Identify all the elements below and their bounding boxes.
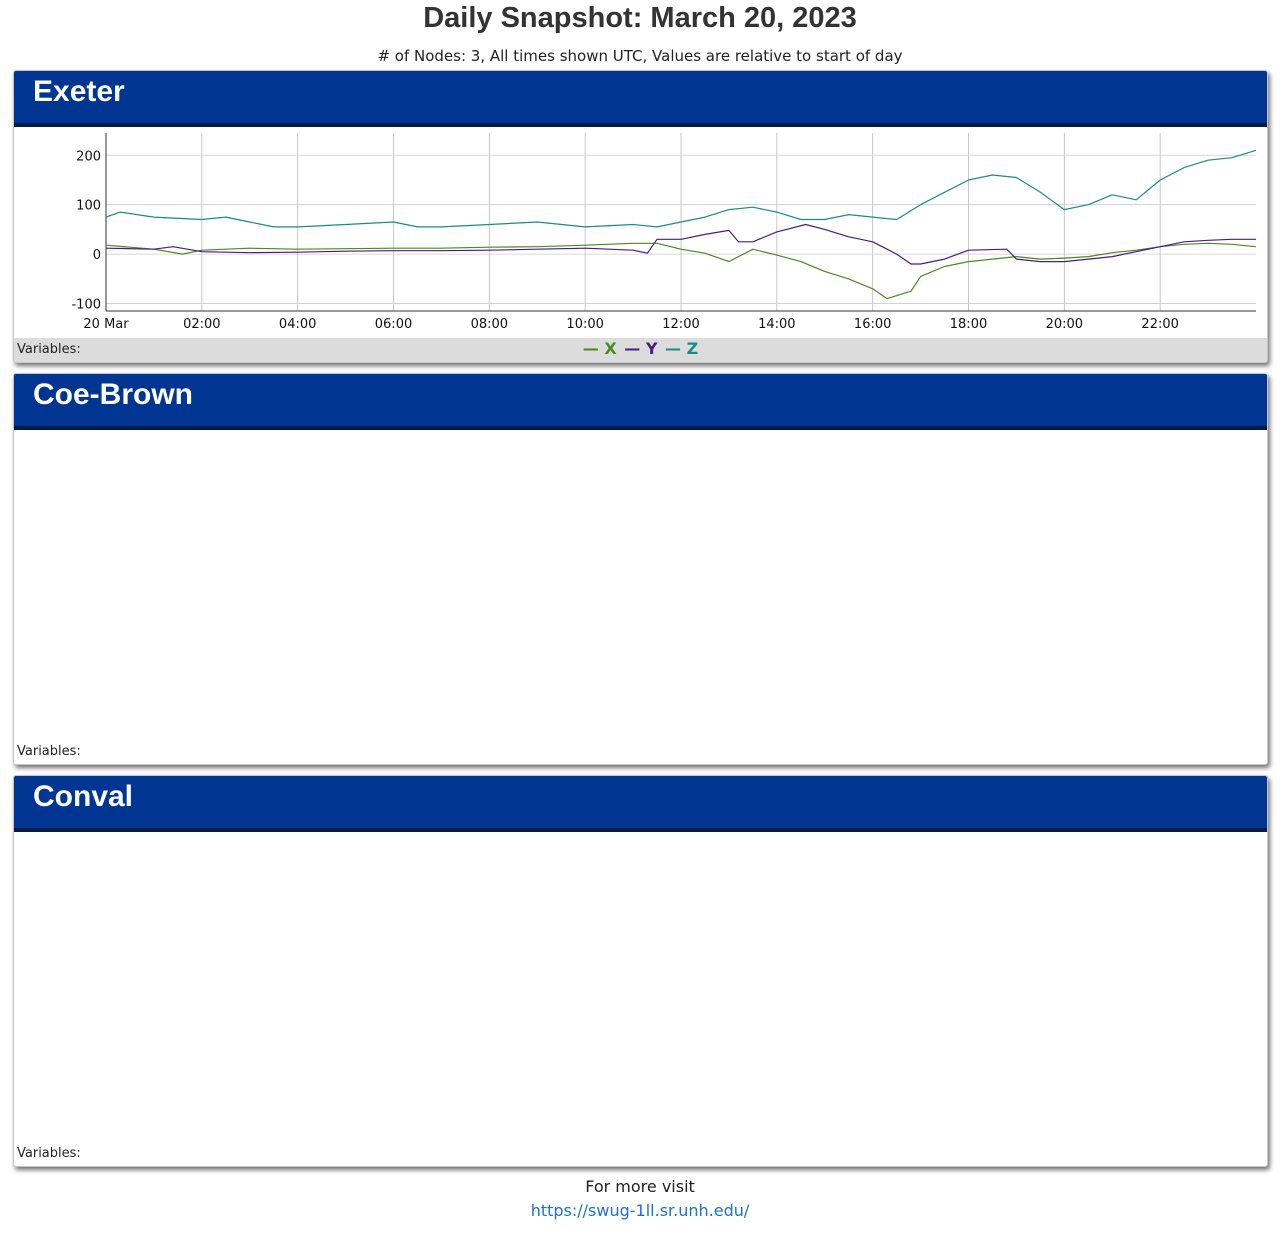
panel-title: Coe-Brown	[33, 378, 193, 411]
page-title: Daily Snapshot: March 20, 2023	[423, 2, 857, 34]
variables-label: Variables:	[17, 744, 81, 759]
x-tick-label: 16:00	[854, 317, 891, 332]
panel-title: Exeter	[33, 75, 125, 108]
panel-coe-brown: Coe-Brown Variables:	[13, 373, 1268, 765]
variables-bar: Variables: — X — Y — Z	[14, 338, 1267, 362]
y-tick-label: 100	[76, 199, 101, 214]
x-tick-label: 18:00	[950, 317, 987, 332]
panel-conval: Conval Variables:	[13, 775, 1268, 1167]
variables-label: Variables:	[17, 342, 81, 357]
x-tick-label: 20 Mar	[83, 317, 129, 332]
legend-item-y[interactable]: — Y	[624, 339, 658, 358]
legend-item-x[interactable]: — X	[582, 339, 617, 358]
panel-title: Conval	[33, 780, 134, 813]
series-line-z	[105, 149, 1257, 228]
series-line-y	[105, 223, 1256, 265]
chart-legend: — X — Y — Z	[14, 339, 1267, 358]
exeter-chart: 200 100 0 -100 20 Mar 02:00 04:00 06:00 08:00 10:…	[71, 133, 1257, 332]
variables-label: Variables:	[17, 1146, 81, 1161]
panel-exeter: Exeter 200 100 0 -100 20 Mar 02:00 04:00 06:00 0…	[13, 70, 1268, 363]
x-tick-label: 22:00	[1141, 317, 1178, 332]
x-tick-label: 12:00	[662, 317, 699, 332]
y-tick-label: -100	[71, 298, 101, 313]
panel-header: Coe-Brown	[14, 374, 1267, 430]
series-line-x	[105, 242, 1257, 300]
footer-text: For more visit	[585, 1177, 695, 1196]
panel-header: Conval	[14, 776, 1267, 832]
y-tick-label: 0	[93, 248, 101, 263]
x-tick-label: 06:00	[375, 317, 412, 332]
legend-item-z[interactable]: — Z	[665, 339, 699, 358]
x-tick-label: 20:00	[1046, 317, 1083, 332]
x-tick-label: 10:00	[566, 317, 603, 332]
panel-header: Exeter	[14, 71, 1267, 127]
x-tick-label: 14:00	[758, 317, 795, 332]
page-subtitle: # of Nodes: 3, All times shown UTC, Valu…	[377, 47, 903, 65]
variables-bar: Variables:	[14, 1142, 1267, 1166]
footer-link[interactable]: https://swug-1ll.sr.unh.edu/	[530, 1201, 750, 1220]
x-tick-label: 08:00	[471, 317, 508, 332]
variables-bar: Variables:	[14, 740, 1267, 764]
y-tick-label: 200	[76, 149, 101, 164]
x-tick-label: 02:00	[183, 317, 220, 332]
x-tick-label: 04:00	[279, 317, 316, 332]
